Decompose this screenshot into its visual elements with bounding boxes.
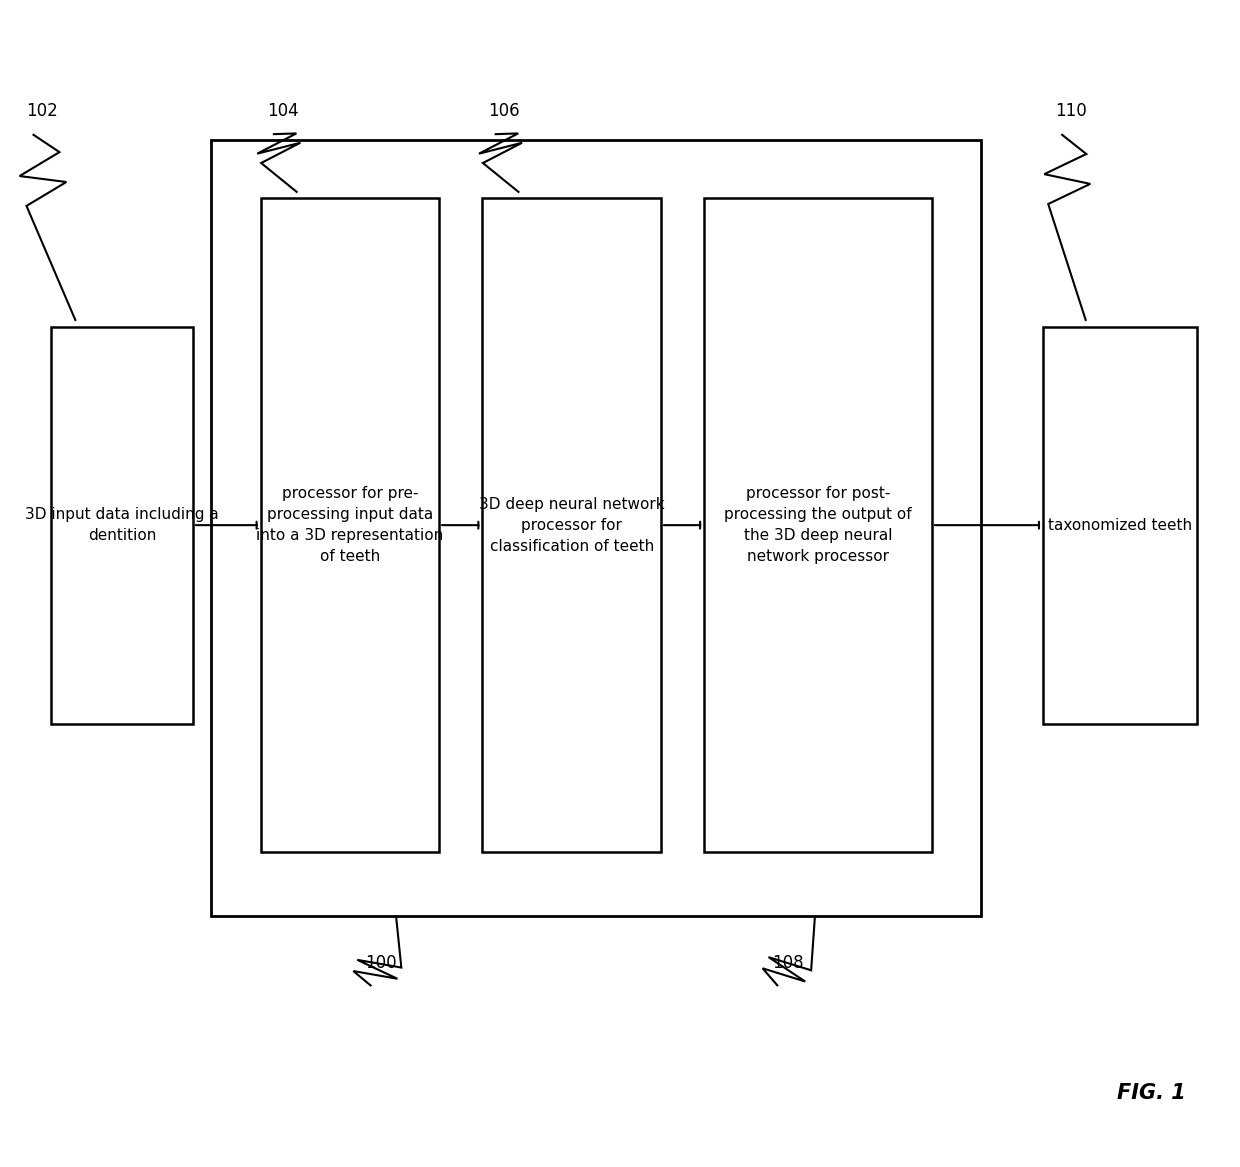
Text: processor for post-
processing the output of
the 3D deep neural
network processo: processor for post- processing the outpu… — [724, 487, 911, 564]
Bar — [482, 198, 661, 852]
Text: 3D input data including a
dentition: 3D input data including a dentition — [25, 508, 218, 543]
Text: 106: 106 — [489, 103, 520, 120]
Text: 108: 108 — [771, 955, 804, 972]
Bar — [51, 327, 192, 724]
Bar — [1043, 327, 1197, 724]
Text: 102: 102 — [26, 103, 58, 120]
Text: processor for pre-
processing input data
into a 3D representation
of teeth: processor for pre- processing input data… — [257, 487, 444, 564]
Text: FIG. 1: FIG. 1 — [1117, 1083, 1185, 1103]
Text: taxonomized teeth: taxonomized teeth — [1048, 518, 1192, 532]
Text: 3D deep neural network
processor for
classification of teeth: 3D deep neural network processor for cla… — [479, 497, 665, 553]
Bar — [211, 140, 981, 916]
Text: 100: 100 — [366, 955, 397, 972]
Text: 110: 110 — [1055, 103, 1087, 120]
Bar — [260, 198, 439, 852]
Bar — [704, 198, 932, 852]
Text: 104: 104 — [267, 103, 299, 120]
